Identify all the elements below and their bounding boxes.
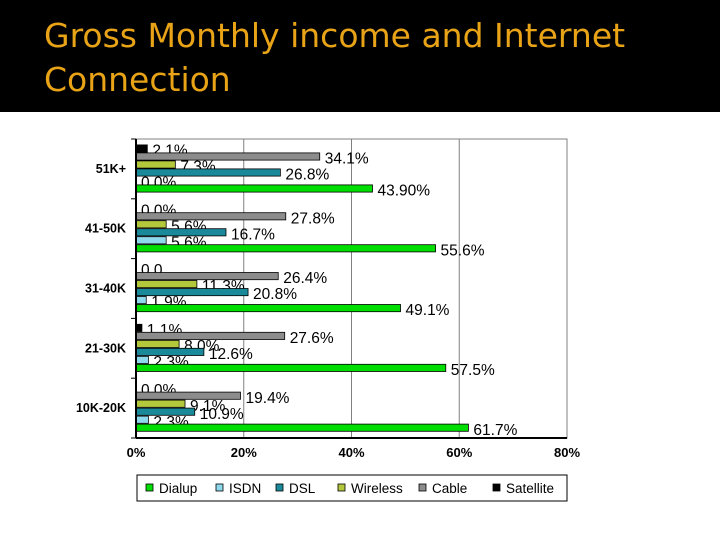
bar-isdn bbox=[135, 296, 147, 305]
legend-swatch-isdn bbox=[215, 483, 224, 492]
bar-dialup bbox=[135, 184, 373, 193]
data-label-wireless: 9.1% bbox=[190, 398, 226, 415]
x-tick-label: 20% bbox=[231, 445, 257, 460]
category-label: 10K-20K bbox=[76, 401, 126, 415]
bar-cable bbox=[135, 212, 287, 221]
data-label-cable: 34.1% bbox=[325, 151, 369, 168]
data-label-dialup: 49.1% bbox=[406, 302, 450, 319]
bar-wireless bbox=[135, 280, 198, 289]
bar-isdn bbox=[135, 415, 149, 424]
bar-dialup bbox=[135, 304, 401, 313]
bar-series-group: 2.1% 34.1%7.3% 26.8%0.0% 43.90%0.0% 27.8%5.6… bbox=[135, 143, 518, 439]
legend-box bbox=[136, 474, 568, 502]
legend-label-dsl: DSL bbox=[289, 481, 316, 496]
bar-satellite bbox=[135, 144, 148, 153]
bar-wireless bbox=[135, 399, 186, 408]
x-tick-label: 80% bbox=[554, 445, 580, 460]
bar-dialup bbox=[135, 244, 436, 253]
bar-wireless bbox=[135, 339, 180, 348]
bar-wireless bbox=[135, 220, 167, 229]
category-label: 31-40K bbox=[85, 282, 126, 296]
legend-swatch-wireless bbox=[337, 483, 346, 492]
bar-chart: 2.1% 34.1%7.3% 26.8%0.0% 43.90%0.0% 27.8%5.6… bbox=[76, 138, 580, 502]
data-label-cable: 19.4% bbox=[246, 390, 290, 407]
category-label: 41-50K bbox=[85, 222, 126, 236]
legend-label-wireless: Wireless bbox=[351, 481, 403, 496]
category-label: 51K+ bbox=[96, 162, 126, 176]
legend: Dialup ISDN DSL Wireless Cable Satellite bbox=[136, 474, 568, 502]
data-label-dsl: 16.7% bbox=[231, 226, 275, 243]
legend-label-cable: Cable bbox=[432, 481, 467, 496]
x-tick-label: 40% bbox=[338, 445, 364, 460]
x-tick-label: 0% bbox=[127, 445, 146, 460]
data-label-dialup: 61.7% bbox=[473, 422, 517, 439]
legend-swatch-satellite bbox=[492, 483, 501, 492]
bar-dialup bbox=[135, 363, 447, 372]
bar-dialup bbox=[135, 423, 469, 432]
data-label-dsl: 20.8% bbox=[253, 286, 297, 303]
legend-swatch-dialup bbox=[145, 483, 154, 492]
axes: 0% 20% 40% 60% 80% 51K+ 41-50K 31-40K 21-30K 10K-… bbox=[76, 138, 580, 460]
legend-label-isdn: ISDN bbox=[229, 481, 261, 496]
data-label-cable: 27.8% bbox=[291, 210, 335, 227]
legend-swatch-cable bbox=[418, 483, 427, 492]
category-label: 21-30K bbox=[85, 341, 126, 355]
data-label-dsl: 12.6% bbox=[209, 346, 253, 363]
data-label-dialup: 55.6% bbox=[441, 242, 485, 259]
bar-isdn bbox=[135, 236, 167, 245]
data-label-dsl: 26.8% bbox=[285, 167, 329, 184]
bar-cable bbox=[135, 152, 321, 161]
data-label-cable: 27.6% bbox=[290, 330, 334, 347]
data-label-dialup: 43.90% bbox=[378, 183, 431, 200]
legend-label-dialup: Dialup bbox=[159, 481, 197, 496]
bar-wireless bbox=[135, 160, 176, 169]
slide-title: Gross Monthly income and Internet Connec… bbox=[44, 16, 626, 99]
legend-label-satellite: Satellite bbox=[506, 481, 554, 496]
data-label-dialup: 57.5% bbox=[451, 362, 495, 379]
bar-isdn bbox=[135, 355, 149, 364]
data-label-cable: 26.4% bbox=[283, 270, 327, 287]
title-bar: Gross Monthly income and Internet Connec… bbox=[0, 0, 720, 112]
data-label-dsl: 10.9% bbox=[200, 406, 244, 423]
legend-swatch-dsl bbox=[275, 483, 284, 492]
x-tick-label: 60% bbox=[446, 445, 472, 460]
